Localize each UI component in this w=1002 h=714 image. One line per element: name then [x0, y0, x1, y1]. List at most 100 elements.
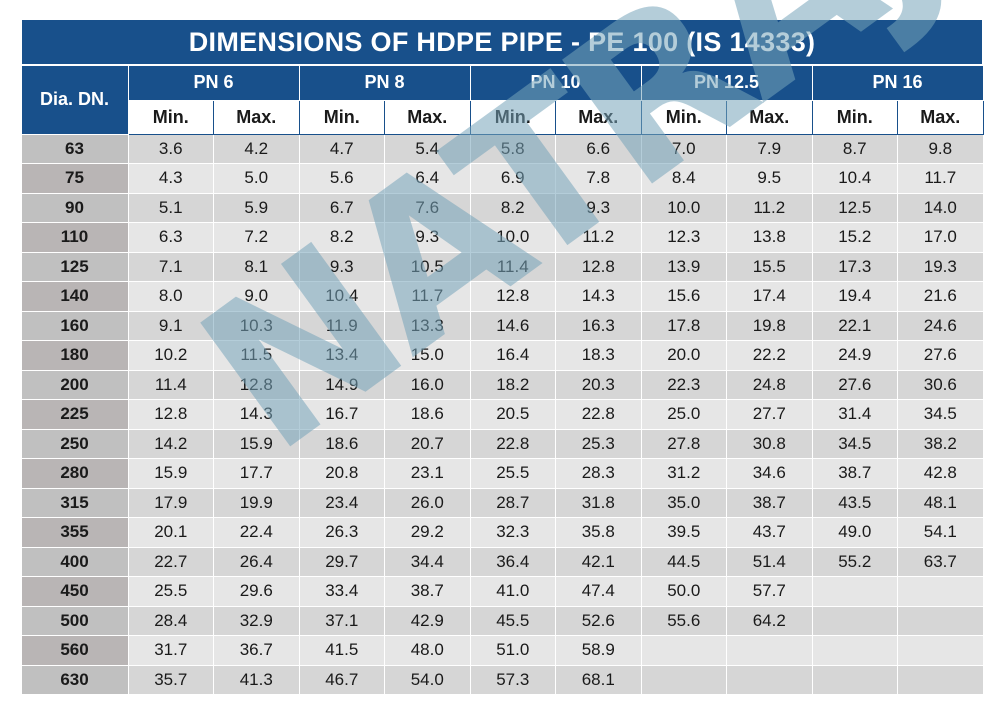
thickness-cell: 15.6 — [640, 281, 727, 312]
dia-cell: 75 — [20, 163, 129, 194]
thickness-cell: 44.5 — [640, 546, 727, 577]
min-column-header: Min. — [469, 99, 556, 135]
thickness-cell: 10.3 — [213, 310, 300, 341]
table-row: 125 7.1 8.1 9.3 10.5 11.4 12.8 13.9 15.5 17.3 19.3 — [20, 251, 984, 282]
max-column-header: Max. — [213, 99, 300, 135]
thickness-cell: 22.7 — [127, 546, 214, 577]
thickness-cell: 11.4 — [127, 369, 214, 400]
thickness-cell — [897, 605, 984, 636]
dia-cell: 560 — [20, 635, 129, 666]
max-column-header: Max. — [726, 99, 813, 135]
dia-cell: 630 — [20, 664, 129, 695]
thickness-cell: 29.7 — [298, 546, 385, 577]
thickness-cell: 34.5 — [897, 399, 984, 430]
thickness-cell: 36.7 — [213, 635, 300, 666]
thickness-cell: 54.1 — [897, 517, 984, 548]
thickness-cell: 12.8 — [469, 281, 556, 312]
thickness-cell — [811, 576, 898, 607]
thickness-cell: 38.7 — [811, 458, 898, 489]
thickness-cell: 18.2 — [469, 369, 556, 400]
table-row: 75 4.3 5.0 5.6 6.4 6.9 7.8 8.4 9.5 10.4 11.7 — [20, 163, 984, 194]
thickness-cell: 25.5 — [469, 458, 556, 489]
thickness-cell: 47.4 — [555, 576, 642, 607]
thickness-cell: 19.4 — [811, 281, 898, 312]
thickness-cell: 8.2 — [469, 192, 556, 223]
thickness-cell: 41.5 — [298, 635, 385, 666]
thickness-cell: 24.8 — [726, 369, 813, 400]
thickness-cell: 22.4 — [213, 517, 300, 548]
thickness-cell: 34.4 — [384, 546, 471, 577]
thickness-cell: 64.2 — [726, 605, 813, 636]
pn-header: PN 8 — [298, 64, 471, 101]
thickness-cell: 25.3 — [555, 428, 642, 459]
min-column-header: Min. — [640, 99, 727, 135]
thickness-cell: 10.5 — [384, 251, 471, 282]
thickness-cell: 8.0 — [127, 281, 214, 312]
table-row: 450 25.5 29.6 33.4 38.7 41.0 47.4 50.0 57.7 — [20, 576, 984, 607]
thickness-cell: 4.7 — [298, 133, 385, 164]
thickness-cell: 11.9 — [298, 310, 385, 341]
thickness-cell: 22.8 — [469, 428, 556, 459]
thickness-cell: 24.9 — [811, 340, 898, 371]
thickness-cell: 34.5 — [811, 428, 898, 459]
dia-cell: 125 — [20, 251, 129, 282]
thickness-cell: 18.6 — [298, 428, 385, 459]
thickness-cell: 15.9 — [127, 458, 214, 489]
thickness-cell: 48.1 — [897, 487, 984, 518]
pn-header: PN 6 — [127, 64, 300, 101]
thickness-cell: 32.9 — [213, 605, 300, 636]
thickness-cell: 31.7 — [127, 635, 214, 666]
thickness-cell: 43.7 — [726, 517, 813, 548]
dia-cell: 355 — [20, 517, 129, 548]
thickness-cell: 15.5 — [726, 251, 813, 282]
thickness-cell: 42.1 — [555, 546, 642, 577]
thickness-cell: 16.3 — [555, 310, 642, 341]
dia-cell: 400 — [20, 546, 129, 577]
thickness-cell: 28.7 — [469, 487, 556, 518]
thickness-cell: 17.3 — [811, 251, 898, 282]
thickness-cell — [726, 635, 813, 666]
thickness-cell: 3.6 — [127, 133, 214, 164]
thickness-cell: 19.3 — [897, 251, 984, 282]
thickness-cell: 31.4 — [811, 399, 898, 430]
thickness-cell: 11.2 — [726, 192, 813, 223]
thickness-cell — [897, 576, 984, 607]
dia-cell: 315 — [20, 487, 129, 518]
thickness-cell: 38.7 — [726, 487, 813, 518]
hdpe-dimension-table: DIMENSIONS OF HDPE PIPE - PE 100 (IS 143… — [19, 18, 985, 695]
table-row: 500 28.4 32.9 37.1 42.9 45.5 52.6 55.6 64.2 — [20, 605, 984, 636]
thickness-cell: 24.6 — [897, 310, 984, 341]
thickness-cell: 15.2 — [811, 222, 898, 253]
thickness-cell: 22.2 — [726, 340, 813, 371]
thickness-cell: 10.2 — [127, 340, 214, 371]
thickness-cell: 8.7 — [811, 133, 898, 164]
table-row: 140 8.0 9.0 10.4 11.7 12.8 14.3 15.6 17.4 19.4 21.… — [20, 281, 984, 312]
thickness-cell: 27.6 — [811, 369, 898, 400]
table-row: 110 6.3 7.2 8.2 9.3 10.0 11.2 12.3 13.8 15.2 17.0 — [20, 222, 984, 253]
thickness-cell — [726, 664, 813, 695]
dia-header: Dia. DN. — [20, 64, 129, 135]
table-row: 250 14.2 15.9 18.6 20.7 22.8 25.3 27.8 30.8 34.5 3… — [20, 428, 984, 459]
thickness-cell: 49.0 — [811, 517, 898, 548]
thickness-cell: 31.2 — [640, 458, 727, 489]
thickness-cell: 20.5 — [469, 399, 556, 430]
thickness-cell: 30.6 — [897, 369, 984, 400]
thickness-cell: 8.1 — [213, 251, 300, 282]
table-row: 90 5.1 5.9 6.7 7.6 8.2 9.3 10.0 11.2 12.5 14.0 — [20, 192, 984, 223]
thickness-cell: 16.4 — [469, 340, 556, 371]
thickness-cell: 20.3 — [555, 369, 642, 400]
dia-cell: 280 — [20, 458, 129, 489]
thickness-cell: 7.6 — [384, 192, 471, 223]
thickness-cell: 55.6 — [640, 605, 727, 636]
thickness-cell: 43.5 — [811, 487, 898, 518]
dia-cell: 90 — [20, 192, 129, 223]
thickness-cell: 42.9 — [384, 605, 471, 636]
thickness-cell: 57.3 — [469, 664, 556, 695]
max-column-header: Max. — [897, 99, 984, 135]
dia-cell: 160 — [20, 310, 129, 341]
thickness-cell: 14.3 — [213, 399, 300, 430]
table-row: 315 17.9 19.9 23.4 26.0 28.7 31.8 35.0 38.7 43.5 4… — [20, 487, 984, 518]
thickness-cell: 23.4 — [298, 487, 385, 518]
thickness-cell: 6.3 — [127, 222, 214, 253]
thickness-cell: 48.0 — [384, 635, 471, 666]
